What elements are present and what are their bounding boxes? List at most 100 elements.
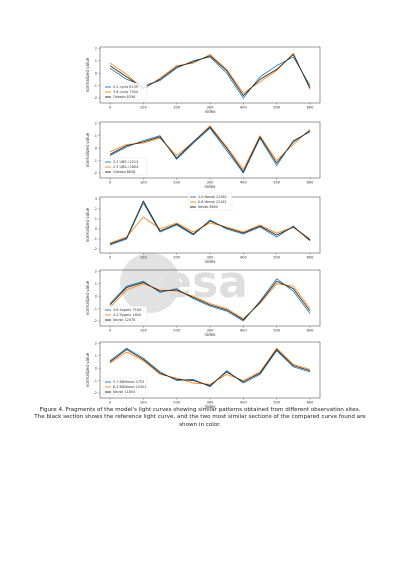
x-tick-label: 600 xyxy=(307,181,315,185)
series-line xyxy=(109,216,311,244)
chart: 0 100 200 300 400 500 600 -2 -1 0 1 2 index normalize… xyxy=(85,121,321,189)
x-tick-label: 400 xyxy=(240,181,248,185)
watermark-text: esa xyxy=(162,257,248,308)
legend-box xyxy=(187,192,233,211)
x-tick-label: 300 xyxy=(207,106,215,110)
chart: 0 100 200 300 400 500 600 -2 -1 0 1 2 index normalize… xyxy=(85,269,321,337)
x-tick-label: 0 xyxy=(109,106,112,110)
y-tick-label: -2 xyxy=(93,247,97,251)
x-tick-label: 200 xyxy=(173,401,181,405)
y-tick-label: 2 xyxy=(95,269,97,273)
x-axis-label: index xyxy=(205,259,217,264)
x-tick-label: 600 xyxy=(307,106,315,110)
x-tick-label: 200 xyxy=(173,181,181,185)
y-tick-label: -2 xyxy=(93,319,97,323)
legend-box xyxy=(102,82,148,101)
series-line xyxy=(109,126,311,173)
watermark: esa xyxy=(120,253,248,313)
legend-label: Nevsk 8600 xyxy=(198,205,218,209)
watermark-logo xyxy=(120,253,180,313)
legend-box xyxy=(102,305,148,324)
x-axis-label: index xyxy=(205,109,217,114)
y-tick-label: 1 xyxy=(95,354,97,358)
y-axis-label: normalized value xyxy=(85,352,90,387)
x-tick-label: 400 xyxy=(240,106,248,110)
series-line xyxy=(109,200,311,245)
legend-label: 3.6 cyclo 7304 xyxy=(113,90,138,94)
x-tick-label: 600 xyxy=(307,329,315,333)
y-tick-label: 0 xyxy=(95,294,98,298)
x-axis-label: index xyxy=(205,184,217,189)
y-axis-label: normalized value xyxy=(85,57,90,92)
y-tick-label: -1 xyxy=(93,379,97,383)
legend-box xyxy=(102,157,148,176)
series-line xyxy=(109,278,311,322)
y-tick-label: 1 xyxy=(95,59,97,63)
y-axis-label: normalized value xyxy=(85,280,90,315)
y-axis-label: normalized value xyxy=(85,207,90,242)
x-tick-label: 300 xyxy=(207,329,215,333)
x-tick-label: 0 xyxy=(109,256,112,260)
x-tick-label: 400 xyxy=(240,329,248,333)
legend-label: 0.8 Nevsk 12161 xyxy=(198,200,227,204)
x-tick-label: 500 xyxy=(273,401,281,405)
legend-label: 6.3 BDNmod 10301 xyxy=(113,385,146,389)
y-tick-label: -1 xyxy=(93,237,97,241)
legend-label: 2.2 UBS-i 2213 xyxy=(113,160,138,164)
y-tick-label: 3 xyxy=(95,197,97,201)
legend-label: Odessa 8336 xyxy=(113,95,135,99)
series-line xyxy=(109,347,311,388)
legend-label: 4.2 Sagmir 1604 xyxy=(113,313,141,317)
y-tick-label: 1 xyxy=(95,282,97,286)
x-tick-label: 0 xyxy=(109,401,112,405)
chart: 0 100 200 300 400 500 600 -2 -1 0 1 2 index normalize… xyxy=(85,46,321,114)
caption: Figure 4. Fragments of the model's light… xyxy=(34,407,366,428)
x-tick-label: 0 xyxy=(109,329,112,333)
legend-box xyxy=(102,377,148,396)
x-tick-label: 100 xyxy=(140,106,148,110)
x-tick-label: 200 xyxy=(173,256,181,260)
x-tick-label: 200 xyxy=(173,329,181,333)
x-tick-label: 400 xyxy=(240,256,248,260)
y-tick-label: 2 xyxy=(95,121,97,125)
series-line xyxy=(109,202,311,246)
legend-label: 2.3 UBS-i 1804 xyxy=(113,165,138,169)
x-tick-label: 0 xyxy=(109,181,112,185)
x-tick-label: 300 xyxy=(207,256,215,260)
x-tick-label: 100 xyxy=(140,401,148,405)
x-tick-label: 500 xyxy=(273,106,281,110)
y-tick-label: 0 xyxy=(95,227,98,231)
x-tick-label: 100 xyxy=(140,329,148,333)
y-tick-label: 0 xyxy=(95,71,98,75)
x-tick-label: 200 xyxy=(173,106,181,110)
x-tick-label: 600 xyxy=(307,401,315,405)
x-tick-label: 300 xyxy=(207,401,215,405)
chart: 0 100 200 300 400 500 600 -2 -1 0 1 2 index normalize… xyxy=(85,341,321,409)
x-tick-label: 400 xyxy=(240,401,248,405)
y-tick-label: -2 xyxy=(93,96,97,100)
y-tick-label: -1 xyxy=(93,307,97,311)
legend-label: Nevsk 11803 xyxy=(113,390,135,394)
series-line xyxy=(109,347,311,385)
y-tick-label: 2 xyxy=(95,46,97,50)
legend-label: 3.6 Sagmir 7104 xyxy=(113,308,141,312)
chart: 0 100 200 300 400 500 600 -2 -1 0 1 2 3 index normaliz… xyxy=(85,192,321,264)
y-axis-label: normalized value xyxy=(85,132,90,167)
x-tick-label: 100 xyxy=(140,256,148,260)
x-axis-label: index xyxy=(205,332,217,337)
series-line xyxy=(109,280,311,321)
series-line xyxy=(109,125,311,170)
y-tick-label: -1 xyxy=(93,159,97,163)
x-tick-label: 500 xyxy=(273,256,281,260)
series-line xyxy=(109,127,311,174)
legend-label: 0.2 cyclo 6139 xyxy=(113,85,138,89)
x-tick-label: 100 xyxy=(140,181,148,185)
y-tick-label: 2 xyxy=(95,207,97,211)
y-tick-label: -1 xyxy=(93,84,97,88)
series-line xyxy=(109,283,311,319)
x-tick-label: 500 xyxy=(273,181,281,185)
y-tick-label: 2 xyxy=(95,341,97,345)
y-tick-label: 0 xyxy=(95,366,98,370)
